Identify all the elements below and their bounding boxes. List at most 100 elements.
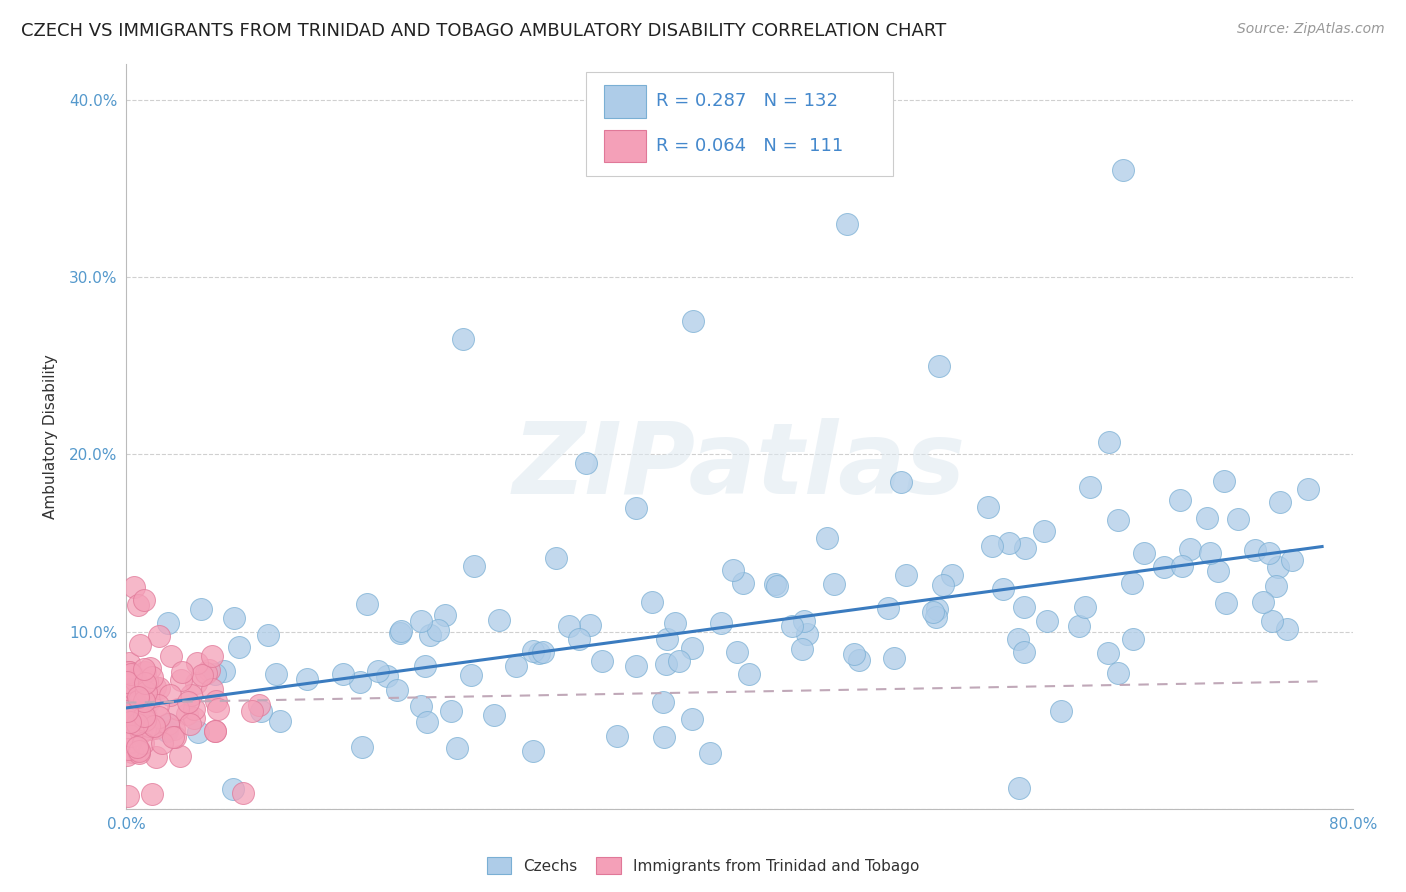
Point xyxy=(128,743,150,757)
Point xyxy=(1281,553,1303,567)
Point xyxy=(641,595,664,609)
Point xyxy=(699,747,721,761)
Point xyxy=(664,616,686,631)
Point xyxy=(482,708,505,723)
Point xyxy=(163,722,186,736)
Point xyxy=(148,709,170,723)
Point xyxy=(117,747,139,762)
Point xyxy=(128,685,150,699)
Point xyxy=(578,618,600,632)
Point xyxy=(815,532,838,546)
Point xyxy=(117,742,139,756)
Point xyxy=(1107,665,1129,680)
Point xyxy=(156,616,179,631)
Point xyxy=(1180,541,1202,556)
Point xyxy=(122,711,145,725)
Point xyxy=(453,332,475,346)
Point xyxy=(575,456,598,470)
Point xyxy=(1097,646,1119,660)
Point xyxy=(624,500,647,515)
Point xyxy=(409,699,432,714)
Point xyxy=(793,614,815,628)
Point xyxy=(138,694,160,708)
Point xyxy=(127,698,149,712)
Point xyxy=(1197,511,1219,525)
Point xyxy=(118,665,141,679)
Point xyxy=(375,669,398,683)
Point xyxy=(129,725,152,739)
Point xyxy=(183,711,205,725)
Point xyxy=(118,657,141,671)
Point xyxy=(1007,632,1029,646)
Point xyxy=(352,739,374,754)
Point xyxy=(186,676,208,690)
Point xyxy=(124,673,146,687)
Point xyxy=(1244,543,1267,558)
Point xyxy=(134,685,156,699)
Point xyxy=(128,693,150,707)
Point xyxy=(118,665,141,679)
Point xyxy=(568,632,591,647)
Point xyxy=(1296,482,1319,496)
Point xyxy=(204,666,226,681)
Point xyxy=(391,624,413,638)
Point xyxy=(139,661,162,675)
Point xyxy=(1080,480,1102,494)
Point xyxy=(134,665,156,679)
Point xyxy=(1008,780,1031,795)
Point xyxy=(157,717,180,731)
Point xyxy=(190,602,212,616)
Point xyxy=(128,746,150,760)
Point xyxy=(127,720,149,734)
Point xyxy=(138,722,160,736)
Point xyxy=(385,682,408,697)
Point xyxy=(163,730,186,744)
Point xyxy=(148,681,170,696)
Point xyxy=(439,705,461,719)
Point xyxy=(125,739,148,754)
Point xyxy=(544,551,567,566)
Point xyxy=(120,729,142,743)
Point xyxy=(145,750,167,764)
Point xyxy=(835,217,858,231)
Point xyxy=(134,592,156,607)
Point xyxy=(143,721,166,735)
Point xyxy=(925,609,948,624)
Point xyxy=(134,713,156,727)
Point xyxy=(157,717,180,731)
Point xyxy=(135,673,157,688)
Y-axis label: Ambulatory Disability: Ambulatory Disability xyxy=(44,354,58,519)
Point xyxy=(668,654,690,668)
Point xyxy=(120,667,142,681)
Point xyxy=(1212,474,1234,488)
Point xyxy=(332,666,354,681)
Point xyxy=(349,675,371,690)
Point xyxy=(121,745,143,759)
Point xyxy=(883,650,905,665)
Point xyxy=(1206,564,1229,578)
Point xyxy=(765,579,787,593)
Point xyxy=(998,536,1021,550)
Point xyxy=(138,721,160,735)
Point xyxy=(1257,546,1279,560)
Point xyxy=(682,314,704,328)
Point xyxy=(118,696,141,710)
Point xyxy=(1198,546,1220,560)
Point xyxy=(204,693,226,707)
Point xyxy=(117,677,139,691)
Point xyxy=(198,663,221,677)
Point xyxy=(159,688,181,702)
Point xyxy=(222,781,245,796)
FancyBboxPatch shape xyxy=(605,129,647,162)
Point xyxy=(124,673,146,688)
Point xyxy=(624,658,647,673)
Point xyxy=(1074,600,1097,615)
Point xyxy=(681,712,703,726)
Text: R = 0.287   N = 132: R = 0.287 N = 132 xyxy=(657,92,838,111)
Point xyxy=(356,597,378,611)
Point xyxy=(127,712,149,726)
Point xyxy=(1112,163,1135,178)
Point xyxy=(1170,559,1192,574)
Point xyxy=(150,736,173,750)
Point xyxy=(162,730,184,744)
